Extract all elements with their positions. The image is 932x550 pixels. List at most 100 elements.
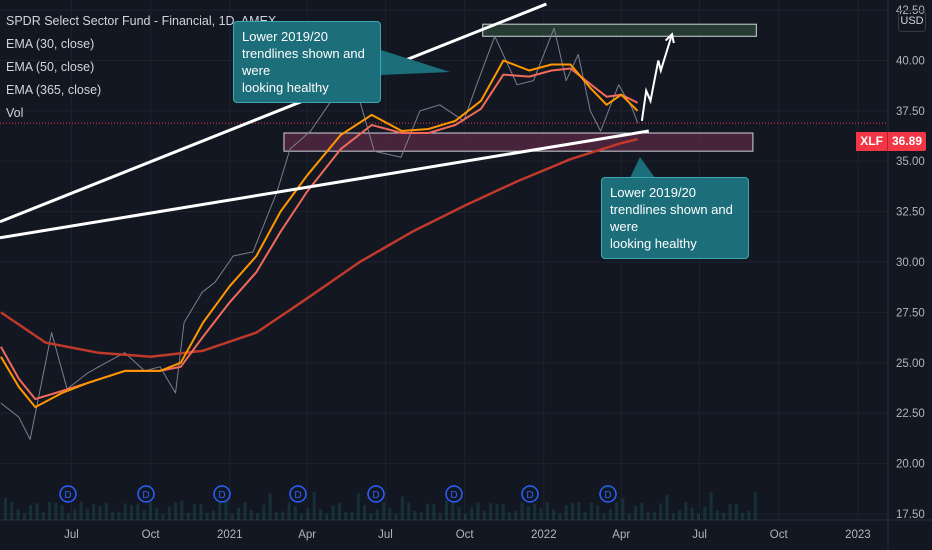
- x-tick-label: Oct: [456, 529, 475, 541]
- y-tick-label: 37.50: [896, 106, 925, 118]
- volume-bar: [659, 503, 663, 520]
- volume-bar: [319, 509, 322, 520]
- volume-bar: [375, 509, 379, 520]
- volume-bar: [722, 512, 726, 520]
- legend-title: SPDR Select Sector Fund - Financial, 1D,…: [6, 14, 277, 28]
- volume-bar: [652, 512, 656, 520]
- volume-bar: [117, 512, 121, 520]
- volume-bar: [218, 502, 222, 520]
- x-tick-label: 2022: [531, 529, 557, 541]
- volume-bar: [545, 502, 549, 520]
- volume-bar: [211, 510, 215, 520]
- callout-line: trendlines shown and were: [610, 202, 733, 234]
- volume-bar: [432, 504, 436, 520]
- volume-bar: [287, 502, 291, 520]
- y-tick-label: 35.00: [896, 156, 925, 168]
- callout-line: Lower 2019/20: [610, 185, 697, 200]
- currency-label[interactable]: USD: [898, 10, 926, 32]
- last-price-tag: XLF 36.89: [856, 132, 926, 151]
- volume-bar: [741, 512, 745, 520]
- x-tick-label: 2023: [845, 529, 871, 541]
- volume-bar: [41, 512, 45, 520]
- dividend-marker-label: D: [604, 490, 611, 501]
- x-tick-label: Apr: [612, 529, 630, 541]
- resistance-zone: [482, 23, 757, 37]
- volume-bar: [615, 502, 619, 520]
- volume-bar: [388, 508, 392, 520]
- callout-line: looking healthy: [610, 236, 697, 251]
- volume-bar: [407, 502, 411, 520]
- volume-bar: [621, 498, 625, 520]
- y-tick-label: 27.50: [896, 307, 925, 319]
- y-tick-label: 32.50: [896, 207, 925, 219]
- volume-bar: [419, 512, 423, 520]
- callout-lower[interactable]: Lower 2019/20 trendlines shown and were …: [601, 177, 749, 259]
- volume-bar: [104, 502, 108, 520]
- dividend-marker-label: D: [372, 490, 379, 501]
- volume-bar: [508, 512, 511, 520]
- volume-bar: [268, 493, 272, 520]
- callout-upper[interactable]: Lower 2019/20 trendlines shown and were …: [233, 21, 381, 103]
- volume-bar: [394, 513, 398, 520]
- volume-bar: [167, 506, 171, 520]
- volume-bar: [79, 502, 83, 520]
- volume-bar: [734, 504, 738, 520]
- chart-legend: SPDR Select Sector Fund - Financial, 1D,…: [6, 10, 276, 125]
- volume-bar: [67, 513, 70, 520]
- volume-bar: [514, 511, 518, 520]
- volume-bar: [142, 509, 146, 520]
- volume-bar: [161, 513, 165, 520]
- series-ema-365-close: [0, 137, 638, 358]
- projection-arrow-head: [664, 32, 675, 44]
- volume-bar: [640, 502, 644, 520]
- volume-bar: [715, 510, 719, 520]
- volume-bar: [262, 504, 266, 520]
- dividend-marker-label: D: [526, 490, 533, 501]
- x-tick-label: Oct: [142, 529, 161, 541]
- volume-bar: [155, 507, 159, 520]
- price-tag-symbol: XLF: [856, 132, 888, 151]
- volume-bar: [10, 502, 14, 520]
- volume-bar: [48, 501, 52, 520]
- volume-bar: [205, 513, 209, 520]
- volume-bar: [634, 505, 637, 520]
- volume-bar: [237, 507, 241, 520]
- volume-bar: [300, 513, 304, 520]
- volume-bar: [671, 513, 675, 520]
- volume-bar: [180, 500, 184, 520]
- volume-bar: [684, 502, 688, 520]
- volume-bar: [533, 503, 537, 520]
- volume-bar: [306, 508, 310, 520]
- volume-bar: [186, 512, 190, 520]
- volume-bar: [489, 503, 493, 520]
- volume-bar: [344, 511, 348, 520]
- volume-bar: [495, 504, 499, 520]
- volume-bar: [60, 505, 64, 520]
- volume-bar: [451, 502, 455, 520]
- volume-bar: [678, 509, 682, 520]
- volume-bar: [413, 511, 417, 520]
- volume-bar: [230, 513, 234, 520]
- volume-bar: [54, 502, 58, 520]
- volume-bar: [363, 505, 367, 520]
- callout-upper-pointer: [381, 50, 450, 75]
- volume-bar: [602, 513, 606, 520]
- x-tick-label: Apr: [298, 529, 316, 541]
- volume-bar: [476, 502, 480, 520]
- y-tick-label: 17.50: [896, 509, 925, 521]
- y-tick-label: 25.00: [896, 358, 925, 370]
- volume-bar: [457, 507, 461, 520]
- callout-lower-pointer: [630, 157, 655, 178]
- dividend-marker-label: D: [142, 490, 149, 501]
- y-tick-label: 30.00: [896, 257, 925, 269]
- dividend-marker-label: D: [450, 490, 457, 501]
- volume-bar: [281, 511, 285, 520]
- volume-bar: [426, 503, 430, 520]
- y-tick-label: 40.00: [896, 55, 925, 67]
- volume-bar: [596, 505, 600, 520]
- volume-bar: [243, 502, 247, 520]
- series-ema-30-close: [0, 59, 639, 409]
- volume-bar: [552, 509, 556, 520]
